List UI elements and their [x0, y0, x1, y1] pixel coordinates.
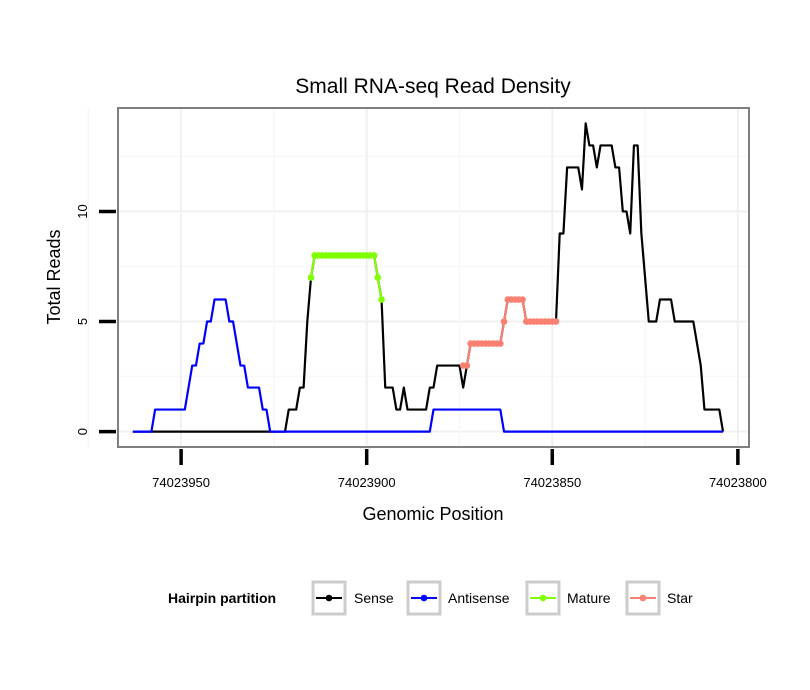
grid-lines	[87, 108, 749, 447]
legend-item-star: Star	[625, 580, 693, 616]
plot-panel	[87, 107, 750, 448]
x-tick-label: 74023800	[709, 475, 767, 490]
legend-label: Mature	[567, 590, 611, 606]
data-point-star	[500, 318, 508, 325]
legend-item-mature: Mature	[525, 580, 611, 616]
legend-items: Sense Antisense Mature Star	[311, 580, 693, 616]
x-axis-title: Genomic Position	[362, 504, 503, 524]
data-point-mature	[374, 274, 382, 281]
legend-title: Hairpin partition	[168, 590, 276, 606]
data-point-star	[463, 362, 471, 369]
series-mature	[307, 252, 385, 303]
data-point-star	[497, 340, 504, 347]
series-antisense	[132, 298, 724, 433]
data-point-star	[552, 318, 560, 325]
series-star	[459, 296, 560, 369]
legend-key-point	[325, 594, 333, 602]
legend-key-point	[420, 594, 428, 602]
y-axis-title: Total Reads	[44, 229, 64, 324]
y-tick-label: 0	[75, 428, 90, 435]
y-tick-label: 5	[75, 318, 90, 325]
x-tick-label: 74023900	[338, 475, 396, 490]
panel-background	[118, 108, 749, 447]
legend-key-point	[539, 594, 547, 602]
legend-label: Sense	[354, 590, 394, 606]
data-point-mature	[307, 274, 315, 281]
legend-item-sense: Sense	[311, 580, 394, 616]
y-tick-label: 10	[75, 204, 90, 218]
data-point-mature	[370, 252, 378, 259]
series-layer	[132, 122, 725, 433]
legend-item-antisense: Antisense	[406, 580, 510, 616]
y-axis: 0 5 10	[75, 204, 116, 435]
x-tick-label: 74023850	[523, 475, 581, 490]
data-point-mature	[378, 296, 385, 303]
data-point-star	[519, 296, 526, 303]
series-line-antisense	[132, 298, 724, 433]
legend-label: Antisense	[448, 590, 510, 606]
x-axis: 74023950 74023900 74023850 74023800	[152, 449, 767, 490]
legend-label: Star	[667, 590, 693, 606]
x-tick-label: 74023950	[152, 475, 210, 490]
legend-key-point	[639, 594, 647, 602]
panel-border	[117, 107, 750, 448]
chart-title: Small RNA-seq Read Density	[295, 75, 571, 98]
legend: Hairpin partition Sense Antisense Mature St…	[168, 580, 693, 616]
